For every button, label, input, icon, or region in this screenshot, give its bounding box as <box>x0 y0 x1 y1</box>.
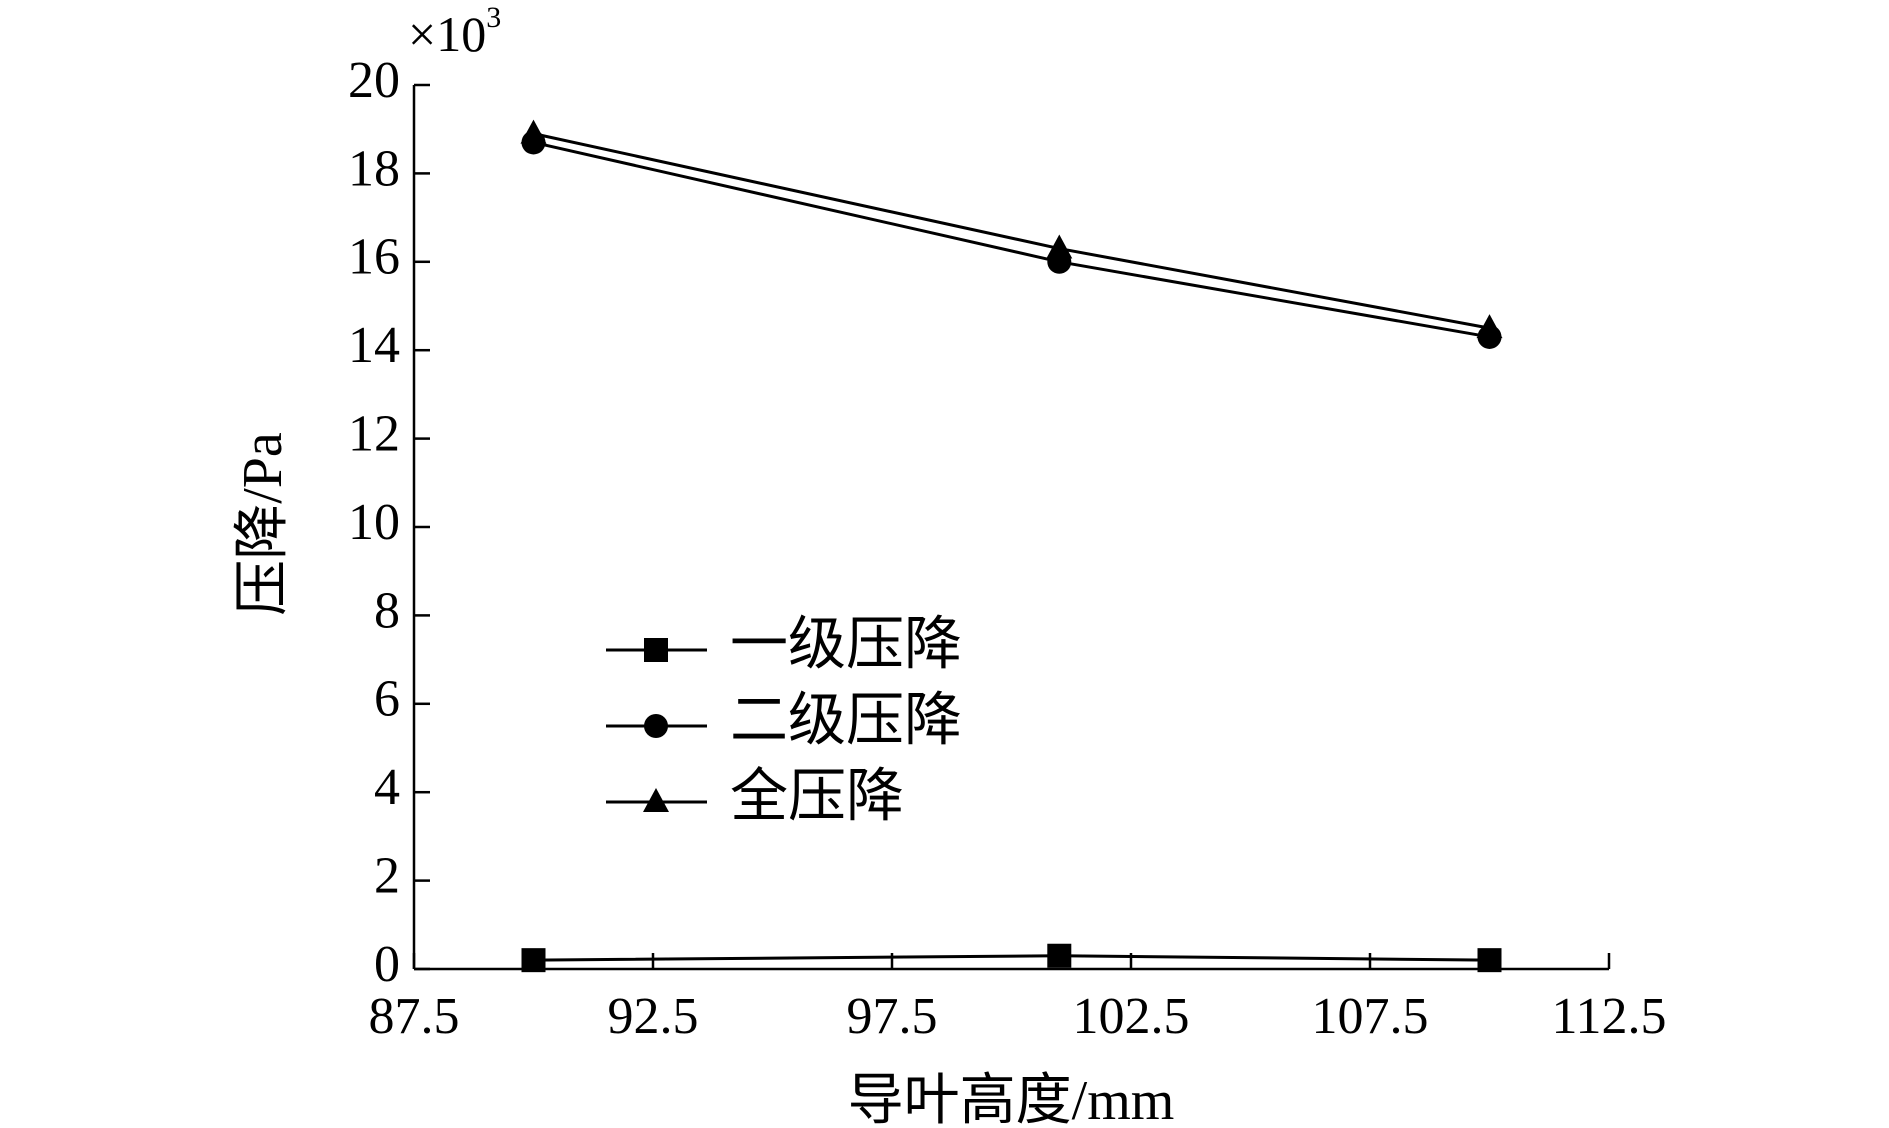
y-tick-label: 10 <box>348 494 400 551</box>
x-tick-label: 92.5 <box>608 988 699 1045</box>
legend-marker <box>643 788 669 812</box>
x-tick-label: 107.5 <box>1312 988 1429 1045</box>
x-axis-label: 导叶高度/mm <box>848 1070 1175 1128</box>
marker <box>1476 314 1503 339</box>
series-line <box>533 954 1490 962</box>
series-line <box>533 132 1490 330</box>
y-tick-label: 14 <box>348 317 400 374</box>
marker <box>1477 948 1502 973</box>
y-tick-label: 20 <box>348 52 400 109</box>
y-tick-label: 6 <box>374 671 400 728</box>
series-line <box>533 140 1490 339</box>
marker <box>1046 234 1073 259</box>
y-tick-label: 4 <box>374 759 400 816</box>
marker <box>521 948 546 973</box>
legend-label: 二级压降 <box>730 687 962 752</box>
legend-marker <box>644 714 668 738</box>
y-axis-label: 压降/Pa <box>232 432 294 616</box>
x-tick-label: 112.5 <box>1551 988 1666 1045</box>
x-tick-label: 102.5 <box>1073 988 1190 1045</box>
marker <box>1047 943 1072 968</box>
multiplier-exponent: 3 <box>486 1 501 34</box>
marker <box>520 119 547 144</box>
y-tick-label: 12 <box>348 406 400 463</box>
y-tick-label: 8 <box>374 582 400 639</box>
y-tick-label: 2 <box>374 848 400 905</box>
y-tick-label: 18 <box>348 140 400 197</box>
x-tick-label: 97.5 <box>847 988 938 1045</box>
legend-label: 一级压降 <box>730 611 962 676</box>
y-tick-label: 0 <box>374 936 400 993</box>
x-tick-label: 87.5 <box>369 988 460 1045</box>
multiplier-base: ×10 <box>408 6 486 62</box>
legend-label: 全压降 <box>730 763 904 828</box>
y-tick-label: 16 <box>348 229 400 286</box>
legend-marker <box>644 638 668 662</box>
y-multiplier: ×103 <box>408 1 501 63</box>
